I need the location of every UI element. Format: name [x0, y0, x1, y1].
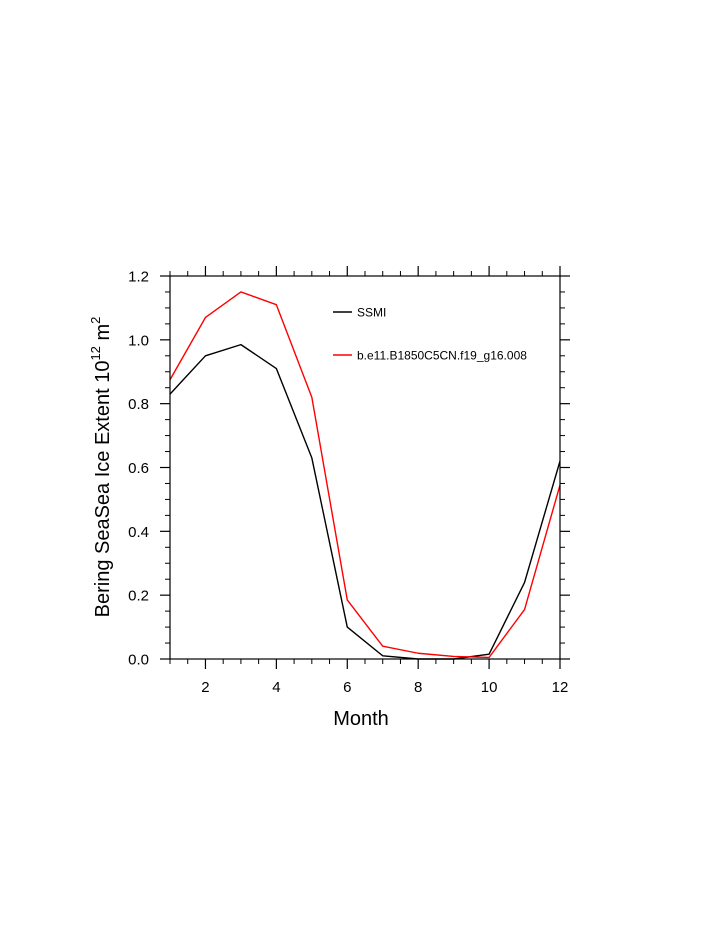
x-axis-label: Month — [333, 708, 389, 730]
y-tick-label: 0.8 — [128, 396, 149, 413]
y-axis-label-exp: 12 — [88, 346, 103, 360]
y-axis-label-unit: m — [92, 324, 114, 346]
y-tick-label: 0.6 — [128, 460, 149, 477]
plot-frame — [169, 275, 561, 660]
series-line-ssmi — [169, 343, 561, 660]
x-tick-label: 4 — [272, 679, 280, 696]
y-tick-label: 0.0 — [128, 652, 149, 669]
x-tick-label: 12 — [552, 679, 569, 696]
y-axis-label-unit-exp: 2 — [88, 317, 103, 324]
y-tick-label: 1.0 — [128, 332, 149, 349]
y-axis-label-main: Bering SeaSea Ice Extent 10 — [92, 361, 114, 618]
x-tick-label: 6 — [343, 679, 351, 696]
y-axis-label: Bering SeaSea Ice Extent 1012 m2 — [88, 317, 114, 618]
series-lines — [169, 291, 561, 660]
legend: SSMI b.e11.B1850C5CN.f19_g16.008 — [333, 306, 527, 363]
y-tick-label: 0.4 — [128, 524, 149, 541]
legend-label-model: b.e11.B1850C5CN.f19_g16.008 — [357, 349, 527, 363]
y-tick-label: 1.2 — [128, 269, 149, 286]
x-tick-label: 10 — [481, 679, 498, 696]
x-tick-label: 2 — [201, 679, 209, 696]
legend-label-ssmi: SSMI — [357, 306, 386, 320]
x-tick-label: 8 — [414, 679, 422, 696]
minor-ticks — [165, 271, 565, 664]
y-tick-label: 0.2 — [128, 588, 149, 605]
tick-labels: 2 4 6 8 10 12 0.0 0.2 0.4 0.6 0.8 1.0 1.2 — [128, 269, 568, 697]
major-ticks — [160, 266, 570, 669]
series-line-model — [169, 291, 561, 659]
